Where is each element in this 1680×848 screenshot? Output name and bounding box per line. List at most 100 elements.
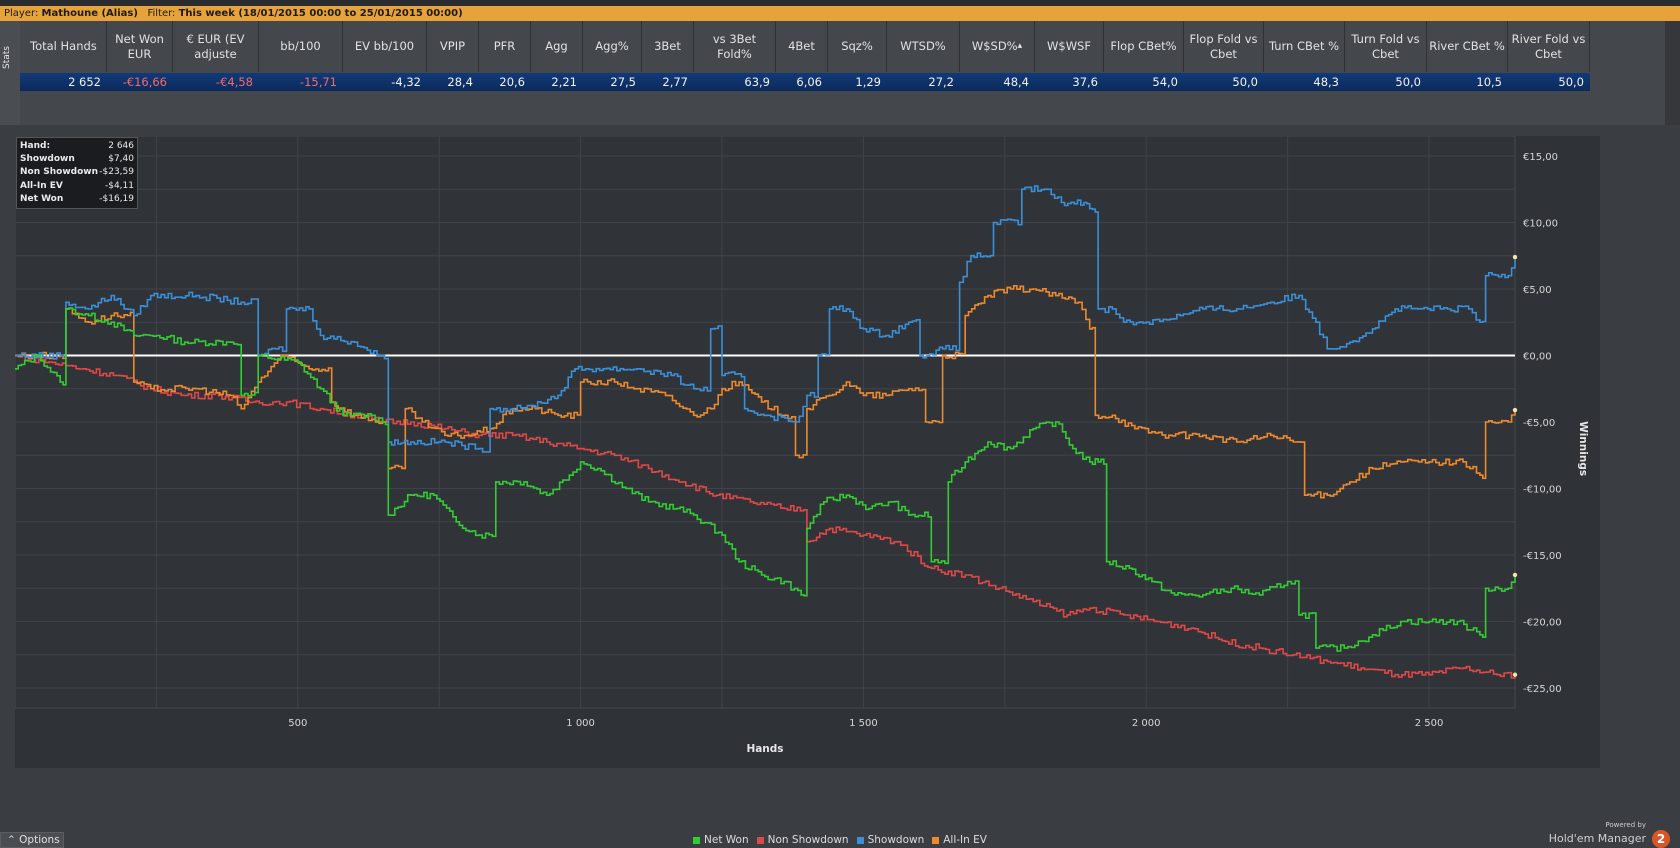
x-tick-label: 2 000	[1132, 718, 1161, 729]
column-header-10[interactable]: vs 3Bet Fold%	[694, 21, 776, 72]
y-tick-label: €10,00	[1523, 218, 1558, 229]
stat-value-0: 2 652	[68, 75, 101, 89]
series-line-non-showdown	[15, 354, 1516, 679]
stat-value-8: 27,5	[610, 75, 636, 89]
legend-swatch	[693, 836, 701, 844]
stat-value-2: -€4,58	[215, 75, 253, 89]
stat-value-16: 54,0	[1152, 75, 1178, 89]
column-header-9[interactable]: 3Bet	[642, 21, 694, 72]
series-end-marker	[1512, 407, 1518, 413]
column-header-20[interactable]: River CBet %	[1427, 21, 1508, 72]
y-tick-label: -€15,00	[1523, 551, 1562, 562]
legend-label: Showdown	[867, 834, 925, 846]
column-header-11[interactable]: 4Bet	[776, 21, 828, 72]
stats-tab-label: Stats	[2, 46, 12, 69]
column-header-3[interactable]: bb/100	[259, 21, 343, 72]
stat-value-9: 2,77	[662, 75, 688, 89]
legend-swatch	[756, 836, 764, 844]
legend-label: Non Showdown	[767, 834, 849, 846]
legend-item[interactable]: Net Won	[693, 832, 749, 848]
x-tick-label: 1 500	[849, 718, 878, 729]
stat-value-19: 50,0	[1395, 75, 1421, 89]
y-tick-label: €0,00	[1523, 351, 1552, 362]
y-tick-label: €5,00	[1523, 285, 1552, 296]
options-label: Options	[19, 834, 60, 846]
stat-value-4: -4,32	[391, 75, 421, 89]
column-header-21[interactable]: River Fold vs Cbet	[1508, 21, 1590, 72]
tooltip-row: Showdown $7,40	[20, 153, 134, 166]
tooltip-key: All-In EV	[20, 180, 63, 191]
chart-legend: Net Won Non Showdown Showdown All-In EV	[0, 832, 1680, 848]
y-tick-label: -€20,00	[1523, 618, 1562, 629]
y-tick-label: -€5,00	[1523, 418, 1555, 429]
stat-value-3: -15,71	[299, 75, 337, 89]
tooltip-key: Hand:	[20, 141, 51, 151]
winnings-chart: €15,00 €10,00 €5,00 €0,00 -€5,00 -€10,00 -€15,…	[15, 136, 1600, 768]
series-line-all-in-ev	[15, 285, 1516, 499]
stat-value-5: 28,4	[447, 75, 473, 89]
tooltip-key: Showdown	[20, 154, 75, 165]
stat-value-21: 50,0	[1558, 75, 1584, 89]
legend-label: All-In EV	[943, 834, 987, 846]
legend-item[interactable]: All-In EV	[932, 832, 987, 848]
tooltip-row: Net Won -$16,19	[20, 193, 134, 206]
player-name: Mathoune (Alias)	[41, 8, 138, 19]
column-header-0[interactable]: Total Hands	[20, 21, 107, 72]
column-header-1[interactable]: Net Won EUR	[107, 21, 173, 72]
options-button[interactable]: ⌃ Options	[0, 832, 64, 848]
series-end-marker	[1512, 572, 1518, 578]
hand-tooltip: Hand: 2 646 Showdown $7,40 Non Showdown -$23,…	[16, 137, 138, 209]
column-header-18[interactable]: Turn CBet %	[1264, 21, 1345, 72]
powered-by-label: Powered by	[1605, 821, 1646, 829]
stats-tab[interactable]: Stats	[0, 21, 21, 125]
stat-value-7: 2,21	[551, 75, 577, 89]
stats-header-row: Total Hands Net Won EUR € EUR (EV adjuste b…	[20, 21, 1590, 72]
stat-value-10: 63,9	[744, 75, 770, 89]
column-header-12[interactable]: Sqz%	[828, 21, 887, 72]
y-tick-label: €15,00	[1523, 152, 1558, 163]
series-line-net-won	[15, 307, 1516, 652]
stat-value-15: 37,6	[1072, 75, 1098, 89]
stat-value-12: 1,29	[855, 75, 881, 89]
chart-svg: €15,00 €10,00 €5,00 €0,00 -€5,00 -€10,00 -€15,…	[15, 136, 1589, 755]
stat-value-14: 48,4	[1003, 75, 1029, 89]
chevron-up-icon: ⌃	[7, 834, 16, 846]
legend-label: Net Won	[704, 834, 749, 846]
tooltip-value: $7,40	[108, 154, 134, 165]
stats-value-row[interactable]: 2 652 -€16,66 -€4,58 -15,71 -4,32 28,4 20,6 2,2…	[20, 73, 1590, 91]
column-header-13[interactable]: WTSD%	[887, 21, 960, 72]
column-header-17[interactable]: Flop Fold vs Cbet	[1184, 21, 1264, 72]
stat-value-11: 6,06	[796, 75, 822, 89]
tooltip-row: All-In EV -$4,11	[20, 180, 134, 193]
product-name: Hold'em Manager	[1548, 832, 1646, 845]
column-header-15[interactable]: W$WSF	[1035, 21, 1104, 72]
stats-scrollbar[interactable]	[1665, 21, 1680, 125]
column-header-7[interactable]: Agg	[531, 21, 583, 72]
series-end-marker	[1512, 254, 1518, 260]
column-header-14[interactable]: W$SD% ▴	[960, 21, 1035, 72]
legend-item[interactable]: Showdown	[856, 832, 925, 848]
tooltip-value: -$16,19	[99, 193, 134, 204]
tooltip-value: -$4,11	[104, 180, 134, 191]
tooltip-row: Non Showdown -$23,59	[20, 166, 134, 179]
player-label: Player:	[4, 8, 39, 19]
filter-value: This week (18/01/2015 00:00 to 25/01/201…	[178, 8, 463, 19]
hm2-logo-icon: 2	[1652, 830, 1670, 848]
stat-value-13: 27,2	[928, 75, 954, 89]
column-header-19[interactable]: Turn Fold vs Cbet	[1345, 21, 1427, 72]
column-header-4[interactable]: EV bb/100	[343, 21, 427, 72]
y-tick-label: -€25,00	[1523, 684, 1562, 695]
column-header-5[interactable]: VPIP	[427, 21, 479, 72]
column-header-6[interactable]: PFR	[479, 21, 531, 72]
stat-value-17: 50,0	[1232, 75, 1258, 89]
series-end-marker	[1512, 672, 1518, 677]
sort-asc-icon: ▴	[1017, 41, 1023, 51]
y-axis-label: Winnings	[1577, 421, 1589, 476]
legend-swatch	[856, 836, 864, 844]
column-header-8[interactable]: Agg%	[583, 21, 642, 72]
column-header-2[interactable]: € EUR (EV adjuste	[173, 21, 259, 72]
column-header-16[interactable]: Flop CBet%	[1104, 21, 1184, 72]
legend-item[interactable]: Non Showdown	[756, 832, 849, 848]
x-tick-label: 1 000	[566, 718, 595, 729]
window-top-strip	[0, 0, 1680, 6]
